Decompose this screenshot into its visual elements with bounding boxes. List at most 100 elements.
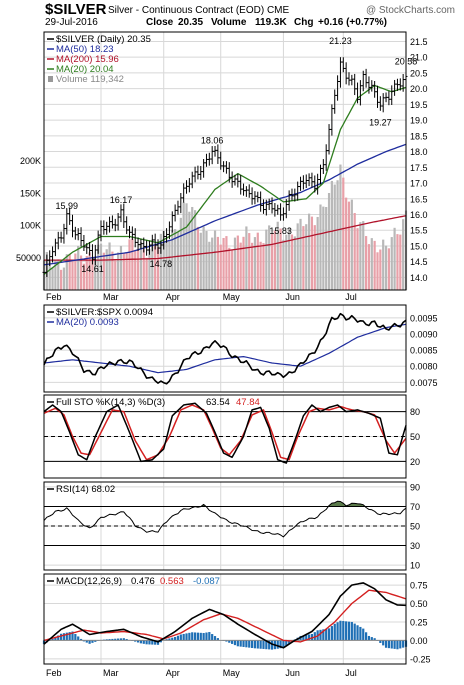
volume-bar [196, 226, 200, 290]
sto-y-tick-2: 80 [410, 407, 420, 417]
volume-bar [399, 234, 402, 290]
macd-hist-bar [225, 640, 228, 642]
legend-swatch-volume [48, 76, 53, 82]
macd-hist-bar [327, 628, 331, 641]
chg-label: Chg [294, 17, 313, 28]
volume-bar [188, 211, 191, 290]
macd-hist-bar [276, 640, 279, 649]
macd-hist-bar [185, 633, 188, 641]
macd-hist-bar [387, 640, 390, 649]
volume-bar [248, 233, 251, 290]
macd-hist-bar [253, 640, 257, 649]
price-x-tick-3: May [223, 292, 241, 302]
volume-bar [362, 221, 365, 290]
close-label: Close [146, 17, 174, 28]
macd-hist-bar [265, 640, 268, 650]
volume-bar [233, 237, 237, 290]
volume-bar [384, 245, 388, 290]
volume-bar [156, 247, 160, 290]
macd-hist-bar [236, 640, 239, 647]
macd-hist-bar [151, 640, 154, 645]
volume-bar [148, 248, 151, 290]
volume-bar [94, 258, 97, 290]
volume-bar [71, 260, 74, 290]
macd-hist-bar [245, 640, 248, 648]
price-y-tick-15: 21.5 [410, 37, 428, 47]
volume-bar [219, 244, 222, 290]
bottom-x-tick-2: Apr [166, 668, 180, 678]
ratio-y-tick-3: 0.0090 [410, 330, 438, 340]
volume-bar [151, 239, 154, 290]
volume-bar [74, 253, 77, 290]
volume-bar [313, 225, 316, 290]
volume-bar [57, 259, 60, 290]
macd-hist-bar [179, 634, 182, 641]
volume-bar [174, 229, 177, 290]
macd-hist-bar [196, 632, 200, 641]
volume-bar [208, 241, 211, 290]
price-y-tick-14: 21.0 [410, 53, 428, 63]
macd-hist-bar [213, 636, 217, 641]
macd-hist-bar [142, 640, 145, 644]
volume-tick-3: 50000 [16, 253, 41, 263]
macd-y-tick-2: 0.25 [410, 617, 428, 627]
macd-hist-bar [339, 620, 342, 641]
volume-bar [299, 218, 302, 290]
symbol-title: $SILVER [45, 1, 107, 18]
volume-bar [102, 252, 105, 290]
volume-bar [305, 224, 308, 290]
sto-d-line [43, 404, 407, 461]
macd-hist-bar [259, 640, 262, 649]
volume-bar [373, 240, 376, 290]
volume-tick-2: 100K [20, 221, 41, 231]
macd-y-tick-0: -0.25 [410, 654, 431, 664]
macd-hist-bar [165, 639, 168, 641]
macd-hist-bar [65, 632, 68, 641]
macd-hist-bar [282, 640, 285, 648]
volume-bar [279, 228, 282, 290]
volume-bar [185, 203, 188, 290]
macd-hist-bar [350, 621, 353, 641]
macd-hist-bar [379, 640, 382, 643]
volume-bar [202, 226, 205, 290]
volume-bar [327, 193, 331, 290]
volume-value: 119.3K [255, 17, 287, 28]
volume-bar [79, 255, 83, 290]
macd-hist-bar [182, 633, 185, 641]
macd-hist-bar [188, 632, 191, 641]
macd-line [43, 582, 407, 649]
volume-bar [393, 227, 396, 290]
macd-hist-bar [88, 640, 91, 644]
macd-hist-bar [248, 640, 251, 648]
price-y-tick-2: 15.0 [410, 241, 428, 251]
macd-hist-bar [319, 629, 322, 641]
macd-hist-bar [330, 626, 333, 641]
price-annotation-2: 14.61 [81, 264, 104, 274]
volume-bar [356, 228, 359, 290]
volume-bar [242, 236, 245, 290]
macd-hist-bar [159, 640, 162, 643]
volume-bar [302, 226, 305, 290]
macd-hist-bar [325, 628, 328, 641]
macd-hist-bar [205, 632, 208, 641]
price-annotation-7: 19.27 [369, 118, 392, 128]
volume-bar [60, 269, 63, 290]
volume-bar [154, 245, 157, 290]
volume-bar [91, 260, 94, 290]
macd-hist-bar [373, 638, 376, 641]
legend-sto-title: Full STO %K(14,3) %D(3) [56, 397, 165, 408]
volume-bar [199, 232, 202, 290]
volume-bar [262, 243, 265, 290]
price-y-tick-0: 14.0 [410, 273, 428, 283]
price-panel-frame [43, 31, 407, 291]
volume-bar [259, 241, 262, 290]
macd-hist-bar [60, 633, 63, 641]
volume-bar [85, 255, 88, 290]
volume-bar [68, 253, 71, 290]
volume-bar [216, 236, 219, 290]
macd-hist-bar [393, 640, 396, 649]
volume-bar [245, 226, 248, 290]
volume-bar [171, 229, 174, 290]
macd-hist-bar [336, 622, 339, 641]
volume-bar [176, 231, 180, 290]
